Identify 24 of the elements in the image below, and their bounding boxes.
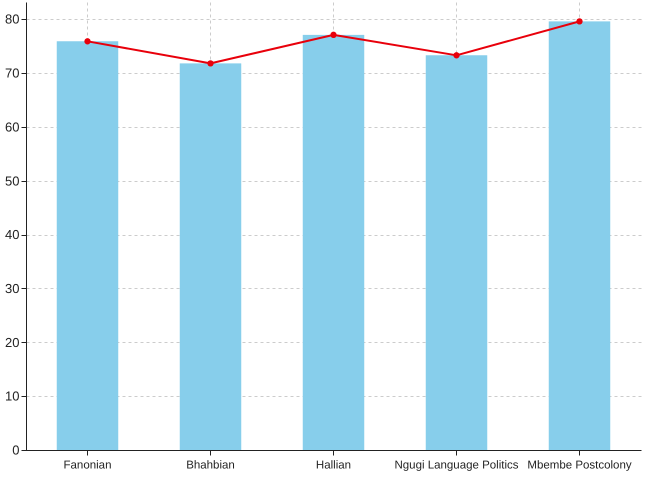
bar [548, 21, 610, 450]
point [207, 60, 214, 67]
y-tick-label: 60 [5, 119, 20, 134]
y-tick-label: 70 [5, 66, 20, 81]
bar [56, 41, 118, 450]
y-tick-label: 30 [5, 280, 20, 296]
y-tick-label: 50 [5, 173, 20, 188]
y-tick-label: 20 [5, 334, 20, 350]
bar [426, 55, 488, 450]
bar [302, 34, 364, 450]
y-tick-label: 80 [5, 12, 20, 27]
bar [180, 63, 242, 450]
x-tick-label: Hallian [316, 460, 352, 472]
x-tick-label: Ngugi Language Politics [394, 460, 519, 472]
point [84, 38, 91, 44]
point [453, 52, 460, 58]
x-tick-label: Fanonian [64, 460, 112, 472]
x-tick-label: Mbembe Postcolony [527, 460, 632, 472]
point [576, 18, 583, 25]
x-tick-label: Bhahbian [186, 460, 235, 472]
y-tick-label: 40 [5, 227, 20, 242]
y-tick-label: 0 [12, 442, 20, 458]
y-tick-label: 10 [5, 388, 20, 404]
point [330, 32, 337, 38]
